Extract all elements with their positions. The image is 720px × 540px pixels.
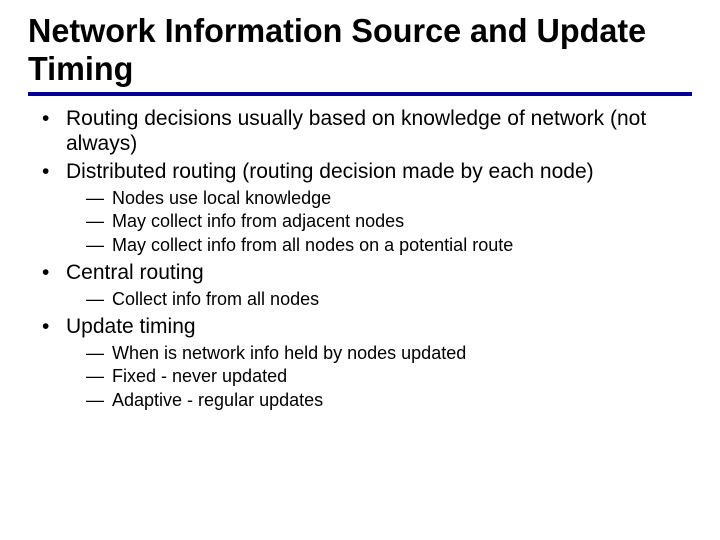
- sub-list-item: When is network info held by nodes updat…: [86, 342, 692, 365]
- sub-list-item: May collect info from adjacent nodes: [86, 210, 692, 233]
- sub-bullet-text: When is network info held by nodes updat…: [112, 343, 466, 363]
- sub-bullet-text: Fixed - never updated: [112, 366, 287, 386]
- sub-bullet-text: Nodes use local knowledge: [112, 188, 331, 208]
- slide-title: Network Information Source and Update Ti…: [28, 12, 679, 88]
- sub-list-item: Collect info from all nodes: [86, 288, 692, 311]
- sub-bullet-text: Adaptive - regular updates: [112, 390, 323, 410]
- horizontal-rule: [28, 92, 692, 96]
- sub-list-item: Fixed - never updated: [86, 365, 692, 388]
- slide-container: Network Information Source and Update Ti…: [0, 0, 720, 411]
- bullet-text: Update timing: [66, 315, 196, 338]
- sub-list-item: May collect info from all nodes on a pot…: [86, 234, 692, 257]
- list-item: Distributed routing (routing decision ma…: [38, 159, 692, 256]
- sub-list-item: Adaptive - regular updates: [86, 389, 692, 412]
- bullet-text: Routing decisions usually based on knowl…: [66, 107, 646, 156]
- sub-bullet-list: When is network info held by nodes updat…: [66, 342, 692, 412]
- list-item: Routing decisions usually based on knowl…: [38, 106, 692, 157]
- bullet-list: Routing decisions usually based on knowl…: [28, 106, 692, 412]
- sub-bullet-text: May collect info from adjacent nodes: [112, 211, 404, 231]
- bullet-text: Central routing: [66, 261, 204, 284]
- sub-bullet-text: Collect info from all nodes: [112, 289, 319, 309]
- sub-list-item: Nodes use local knowledge: [86, 187, 692, 210]
- list-item: Central routing Collect info from all no…: [38, 260, 692, 310]
- sub-bullet-list: Collect info from all nodes: [66, 288, 692, 311]
- sub-bullet-text: May collect info from all nodes on a pot…: [112, 235, 513, 255]
- list-item: Update timing When is network info held …: [38, 314, 692, 411]
- sub-bullet-list: Nodes use local knowledge May collect in…: [66, 187, 692, 257]
- bullet-text: Distributed routing (routing decision ma…: [66, 160, 594, 183]
